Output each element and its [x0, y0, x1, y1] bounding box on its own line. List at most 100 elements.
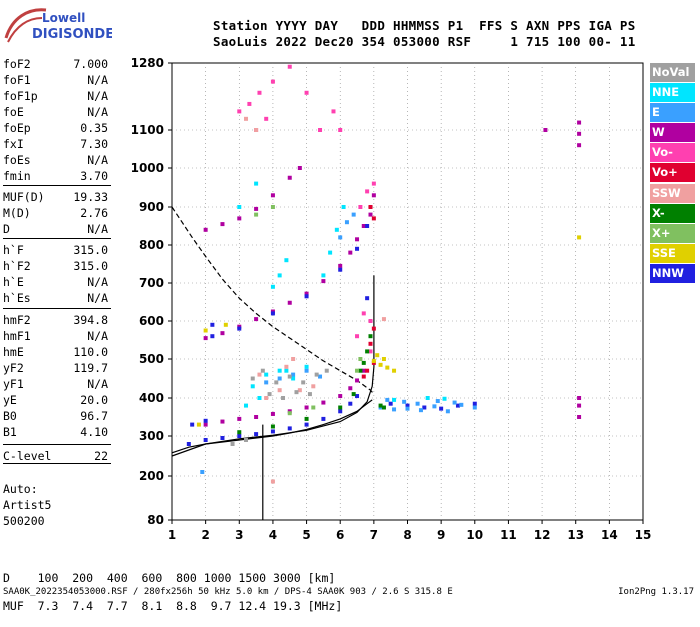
logo-text-digisonde: DIGISONDE — [32, 27, 112, 42]
autoscale-text: 500200 — [3, 514, 45, 528]
param-row: h`F 315.0 — [3, 243, 108, 259]
point-ssw — [270, 479, 275, 484]
point-noval — [307, 392, 312, 397]
point-w — [371, 193, 376, 198]
point-vo — [368, 341, 373, 346]
autoscale-text: Artist5 — [3, 498, 52, 512]
param-value: 315.0 — [73, 243, 108, 257]
param-label: h`F — [3, 243, 24, 257]
param-row: M(D) 2.76 — [3, 206, 108, 222]
point-vo — [247, 101, 252, 106]
x-tick-label: 12 — [534, 528, 551, 542]
point-w — [270, 411, 275, 416]
point-nnw — [270, 311, 275, 316]
param-separator — [3, 238, 111, 239]
point-w — [203, 336, 208, 341]
legend-item-ssw: SSW — [650, 183, 695, 203]
param-row: C-level 22 — [3, 449, 108, 465]
point-nnw — [355, 394, 360, 399]
param-value: N/A — [87, 222, 108, 236]
point-sse — [196, 422, 201, 427]
point-e — [277, 376, 282, 381]
point-x — [378, 403, 383, 408]
point-vo — [365, 189, 370, 194]
param-row: foEp 0.35 — [3, 121, 108, 137]
point-nnw — [365, 296, 370, 301]
point-vo — [358, 205, 363, 209]
point-nnw — [388, 401, 393, 406]
muf-distance-row: D 100 200 400 600 800 1000 1500 3000 [km… — [3, 571, 336, 585]
point-nnw — [472, 401, 477, 406]
param-row: D N/A — [3, 222, 108, 238]
param-value: 20.0 — [80, 393, 108, 407]
point-nnw — [338, 267, 343, 272]
point-x — [338, 405, 343, 410]
param-label: yF2 — [3, 361, 24, 375]
point-ssw — [257, 372, 262, 377]
param-label: foF2 — [3, 57, 31, 71]
point-nnw — [365, 224, 370, 228]
point-nnw — [355, 246, 360, 251]
point-nnw — [254, 432, 259, 437]
param-value: 22 — [94, 449, 108, 463]
point-w — [220, 222, 225, 227]
point-x — [311, 405, 316, 410]
param-row: foEs N/A — [3, 153, 108, 169]
point-sse — [223, 322, 228, 327]
point-w — [338, 394, 343, 399]
point-vo — [371, 326, 376, 331]
legend-item-vo: Vo+ — [650, 163, 695, 183]
param-label: h`F2 — [3, 259, 31, 273]
point-w — [577, 143, 582, 148]
point-nnw — [338, 409, 343, 414]
param-row: h`F2 315.0 — [3, 259, 108, 275]
param-label: C-level — [3, 449, 52, 463]
point-noval — [230, 442, 235, 446]
param-row: fxI 7.30 — [3, 137, 108, 153]
point-ssw — [297, 388, 302, 393]
point-w — [203, 227, 208, 232]
param-value: 0.35 — [80, 121, 108, 135]
param-label: B1 — [3, 425, 17, 439]
point-nne — [244, 403, 249, 408]
point-nnw — [220, 436, 225, 440]
param-value: 119.7 — [73, 361, 108, 375]
point-nnw — [270, 429, 275, 434]
point-w — [321, 279, 326, 284]
param-value: 96.7 — [80, 409, 108, 423]
point-nnw — [203, 418, 208, 423]
x-tick-label: 11 — [500, 528, 517, 542]
point-e — [264, 380, 269, 385]
param-value: 4.10 — [80, 425, 108, 439]
x-tick-label: 5 — [302, 528, 310, 542]
point-w — [237, 416, 242, 421]
param-separator — [3, 185, 111, 186]
param-value: N/A — [87, 89, 108, 103]
point-w — [220, 419, 225, 424]
param-row: B0 96.7 — [3, 409, 108, 425]
param-label: h`Es — [3, 291, 31, 305]
point-w — [361, 224, 366, 228]
point-nne — [341, 205, 346, 209]
point-x — [358, 357, 363, 361]
point-vo — [331, 109, 336, 114]
param-label: fxI — [3, 137, 24, 151]
param-value: 110.0 — [73, 345, 108, 359]
point-noval — [314, 372, 319, 377]
point-nnw — [210, 334, 215, 339]
point-nnw — [203, 438, 208, 442]
point-w — [355, 237, 360, 242]
point-nne — [392, 397, 397, 402]
point-x — [351, 392, 356, 397]
legend-item-vo: Vo- — [650, 143, 695, 163]
point-vo — [318, 128, 323, 132]
point-w — [287, 175, 292, 180]
point-e — [405, 406, 410, 411]
param-label: yF1 — [3, 377, 24, 391]
point-vo — [365, 368, 370, 373]
point-w — [338, 263, 343, 268]
param-value: 394.8 — [73, 313, 108, 327]
point-vo — [257, 90, 262, 95]
point-w — [577, 120, 582, 125]
point-nnw — [210, 322, 215, 327]
